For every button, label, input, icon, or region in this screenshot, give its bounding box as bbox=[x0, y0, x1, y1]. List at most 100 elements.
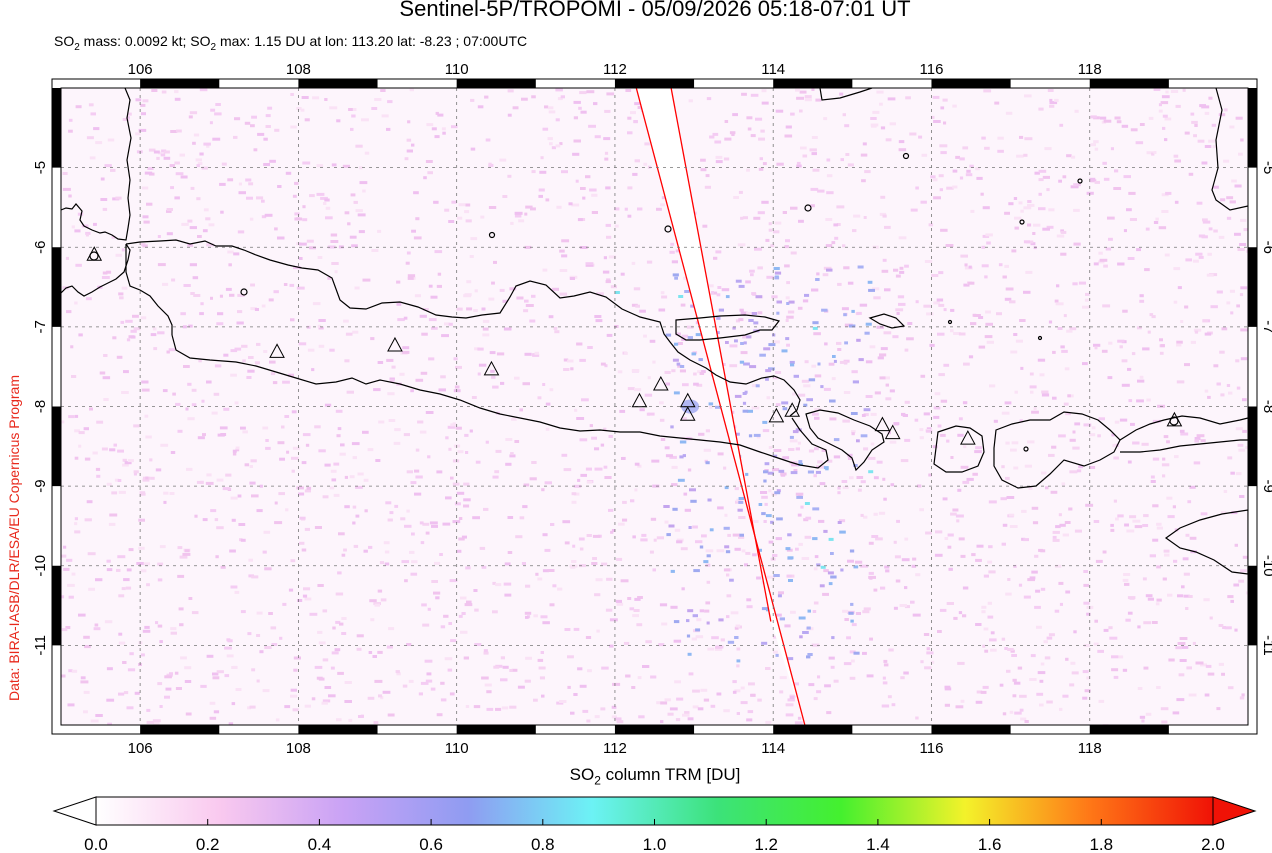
so2-pixel bbox=[742, 335, 747, 339]
so2-pixel bbox=[797, 716, 802, 720]
so2-pixel bbox=[1153, 88, 1161, 91]
so2-pixel bbox=[1054, 299, 1059, 303]
so2-pixel bbox=[940, 433, 946, 437]
so2-pixel bbox=[647, 412, 655, 416]
so2-pixel bbox=[1063, 314, 1067, 318]
so2-pixel bbox=[595, 578, 603, 582]
so2-pixel bbox=[1069, 327, 1077, 331]
so2-pixel bbox=[608, 435, 613, 438]
so2-pixel bbox=[739, 308, 744, 312]
so2-pixel bbox=[747, 710, 754, 714]
so2-pixel bbox=[605, 186, 611, 190]
so2-pixel bbox=[873, 296, 881, 300]
so2-pixel bbox=[489, 351, 496, 355]
so2-pixel bbox=[440, 625, 446, 629]
so2-pixel bbox=[773, 449, 782, 452]
border-bar-top bbox=[140, 79, 220, 88]
so2-pixel bbox=[932, 95, 940, 99]
so2-pixel bbox=[256, 634, 261, 637]
so2-pixel bbox=[279, 457, 285, 461]
so2-pixel bbox=[843, 662, 852, 666]
so2-pixel bbox=[1166, 440, 1170, 444]
so2-pixel-elevated bbox=[725, 295, 730, 299]
so2-pixel bbox=[868, 541, 874, 545]
so2-pixel bbox=[1115, 517, 1119, 521]
colorbar-tick-label: 0.2 bbox=[196, 835, 220, 853]
so2-pixel bbox=[579, 547, 584, 551]
so2-pixel bbox=[695, 635, 704, 639]
so2-pixel bbox=[240, 426, 246, 430]
so2-pixel bbox=[1219, 350, 1225, 354]
so2-pixel bbox=[84, 645, 91, 649]
so2-pixel-elevated bbox=[790, 363, 795, 367]
so2-pixel bbox=[83, 635, 90, 639]
so2-pixel bbox=[760, 491, 768, 494]
so2-pixel bbox=[1174, 200, 1179, 204]
so2-pixel bbox=[797, 306, 803, 310]
so2-pixel-elevated bbox=[690, 499, 697, 503]
so2-pixel bbox=[337, 427, 342, 431]
so2-pixel bbox=[1163, 435, 1169, 439]
so2-pixel bbox=[261, 304, 266, 308]
so2-pixel bbox=[576, 417, 585, 420]
so2-pixel bbox=[550, 523, 555, 526]
colorbar-tick-label: 1.6 bbox=[978, 835, 1002, 853]
so2-pixel-elevated bbox=[774, 276, 780, 280]
so2-pixel bbox=[688, 99, 693, 103]
so2-pixel bbox=[458, 517, 463, 520]
so2-pixel bbox=[634, 488, 638, 492]
so2-pixel bbox=[111, 491, 118, 495]
so2-pixel bbox=[738, 190, 743, 194]
so2-pixel bbox=[1093, 140, 1099, 144]
so2-pixel bbox=[488, 162, 492, 166]
map-border-bars bbox=[51, 78, 1258, 735]
so2-pixel bbox=[698, 432, 705, 436]
so2-pixel bbox=[786, 548, 793, 552]
so2-pixel bbox=[837, 491, 841, 495]
so2-pixel bbox=[421, 332, 428, 336]
so2-pixel bbox=[1162, 577, 1167, 581]
so2-pixel bbox=[697, 707, 704, 711]
so2-pixel bbox=[1192, 641, 1196, 645]
so2-pixel bbox=[179, 555, 188, 559]
so2-pixel-elevated bbox=[698, 358, 703, 362]
so2-pixel bbox=[542, 533, 548, 537]
so2-pixel bbox=[660, 438, 666, 441]
so2-pixel bbox=[337, 671, 344, 675]
so2-pixel bbox=[1240, 286, 1248, 290]
so2-pixel bbox=[196, 197, 201, 201]
so2-pixel bbox=[120, 320, 125, 324]
map-subtitle: SO2 mass: 0.0092 kt; SO2 max: 1.15 DU at… bbox=[54, 33, 528, 53]
so2-pixel bbox=[787, 310, 795, 314]
so2-pixel bbox=[604, 476, 612, 479]
so2-pixel bbox=[944, 687, 952, 691]
so2-pixel bbox=[843, 391, 851, 394]
so2-pixel bbox=[213, 392, 220, 396]
so2-pixel bbox=[842, 113, 846, 117]
so2-pixel bbox=[427, 607, 431, 611]
so2-pixel bbox=[193, 294, 201, 297]
so2-pixel bbox=[1085, 292, 1090, 296]
so2-pixel bbox=[894, 555, 901, 559]
so2-pixel bbox=[750, 273, 754, 277]
so2-pixel bbox=[579, 91, 587, 95]
lat-tick-left: -5 bbox=[32, 161, 49, 174]
so2-pixel bbox=[1031, 570, 1038, 574]
so2-pixel bbox=[1019, 319, 1026, 322]
so2-pixel bbox=[301, 461, 307, 465]
so2-pixel bbox=[186, 467, 193, 471]
so2-pixel bbox=[249, 705, 256, 709]
so2-pixel bbox=[379, 561, 385, 565]
so2-pixel bbox=[814, 374, 822, 378]
border-bar-right bbox=[1248, 247, 1257, 327]
so2-pixel bbox=[250, 124, 255, 128]
so2-pixel bbox=[267, 106, 273, 110]
so2-pixel-elevated bbox=[793, 374, 799, 378]
so2-pixel bbox=[240, 610, 246, 614]
so2-pixel bbox=[1193, 461, 1201, 465]
so2-pixel bbox=[830, 665, 835, 669]
so2-pixel bbox=[146, 202, 153, 206]
so2-pixel bbox=[116, 568, 121, 572]
so2-pixel bbox=[491, 375, 496, 379]
so2-pixel-elevated bbox=[848, 611, 854, 615]
